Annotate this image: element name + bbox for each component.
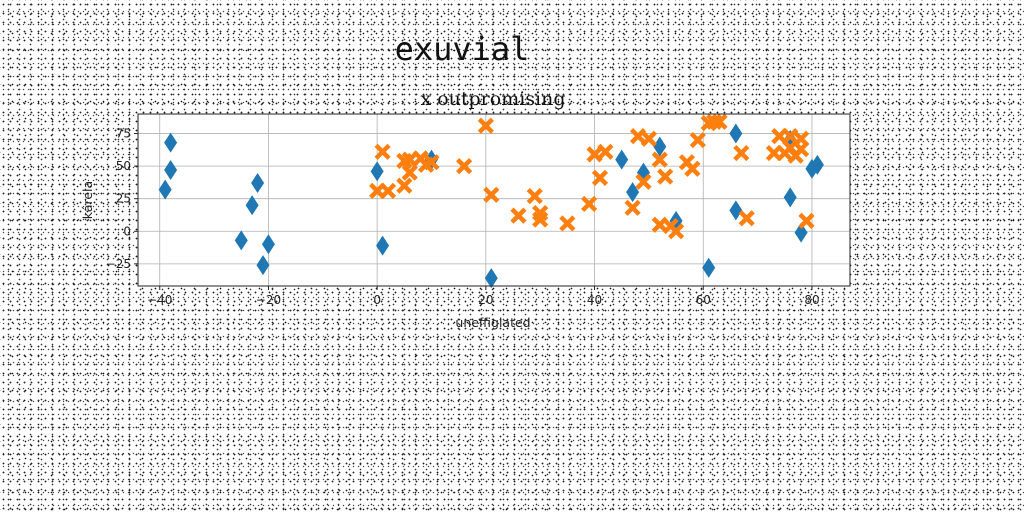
series-1-point bbox=[483, 186, 500, 203]
series-1-point bbox=[733, 144, 750, 162]
series-0-point bbox=[794, 222, 808, 243]
series-0-point bbox=[729, 123, 743, 144]
series-0-point bbox=[158, 179, 172, 200]
x-tick-label: 0 bbox=[373, 293, 381, 307]
series-0-point bbox=[164, 160, 178, 181]
series-1-point bbox=[597, 143, 614, 160]
series-1-point bbox=[586, 146, 603, 163]
figure-title: exuvial bbox=[395, 30, 530, 68]
series-0-point bbox=[251, 173, 265, 194]
series-1-point bbox=[559, 215, 576, 232]
x-tick-label: −20 bbox=[256, 293, 281, 307]
series-1-point bbox=[526, 187, 543, 205]
series-0-point bbox=[376, 235, 390, 256]
y-tick-label: 50 bbox=[116, 159, 131, 173]
x-tick-label: −40 bbox=[147, 293, 172, 307]
chart-title: x outpromising bbox=[420, 88, 565, 110]
y-tick-label: 75 bbox=[116, 127, 131, 141]
series-0-point bbox=[810, 154, 824, 175]
series-0-point bbox=[484, 268, 498, 289]
plot-frame bbox=[137, 113, 851, 287]
series-0-point bbox=[729, 200, 743, 221]
series-1-point bbox=[510, 207, 527, 224]
y-tick-label: 25 bbox=[116, 192, 131, 206]
x-tick-label: 60 bbox=[696, 293, 711, 307]
y-axis-label: kárela bbox=[80, 181, 95, 219]
series-0-point bbox=[653, 136, 667, 157]
series-1-point bbox=[684, 160, 701, 177]
marks-layer bbox=[158, 113, 824, 289]
series-1-point bbox=[379, 182, 397, 199]
series-1-point bbox=[711, 113, 728, 130]
series-1-point bbox=[423, 154, 440, 171]
series-0-point bbox=[164, 132, 178, 153]
series-0-point bbox=[783, 187, 797, 208]
series-1-point bbox=[738, 210, 755, 227]
series-0-point bbox=[370, 161, 384, 182]
series-1-point bbox=[401, 164, 418, 181]
series-0-point bbox=[702, 257, 716, 278]
series-1-point bbox=[477, 117, 494, 134]
x-tick-label: 20 bbox=[478, 293, 493, 307]
x-axis-label: uneffigiated bbox=[455, 315, 530, 330]
series-1-point bbox=[532, 211, 549, 228]
series-1-point bbox=[792, 130, 810, 147]
series-1-point bbox=[635, 173, 652, 190]
series-1-point bbox=[640, 130, 657, 147]
series-1-point bbox=[706, 113, 723, 130]
x-tick-label: 80 bbox=[804, 293, 819, 307]
y-tick-label: −25 bbox=[106, 257, 131, 271]
series-0-point bbox=[256, 255, 270, 276]
series-1-point bbox=[629, 128, 647, 145]
series-0-point bbox=[234, 230, 248, 251]
series-1-point bbox=[651, 151, 668, 168]
series-1-point bbox=[798, 212, 815, 229]
series-1-point bbox=[396, 177, 413, 194]
series-1-point bbox=[374, 143, 391, 160]
series-1-point bbox=[657, 168, 674, 185]
x-tick-label: 40 bbox=[587, 293, 602, 307]
y-tick-label: 0 bbox=[123, 224, 131, 238]
series-1-point bbox=[667, 223, 685, 240]
series-0-point bbox=[626, 182, 640, 203]
series-1-point bbox=[624, 199, 641, 216]
series-1-point bbox=[689, 131, 706, 149]
series-0-point bbox=[261, 234, 275, 255]
ticks-layer: −40 −20 0 20 40 60 80 −25 0 25 50 75 bbox=[106, 127, 820, 307]
series-1-point bbox=[591, 169, 609, 186]
series-0-point bbox=[245, 195, 259, 216]
series-1-point bbox=[581, 195, 598, 213]
series-0-point bbox=[615, 149, 629, 170]
series-1-point bbox=[456, 158, 473, 175]
